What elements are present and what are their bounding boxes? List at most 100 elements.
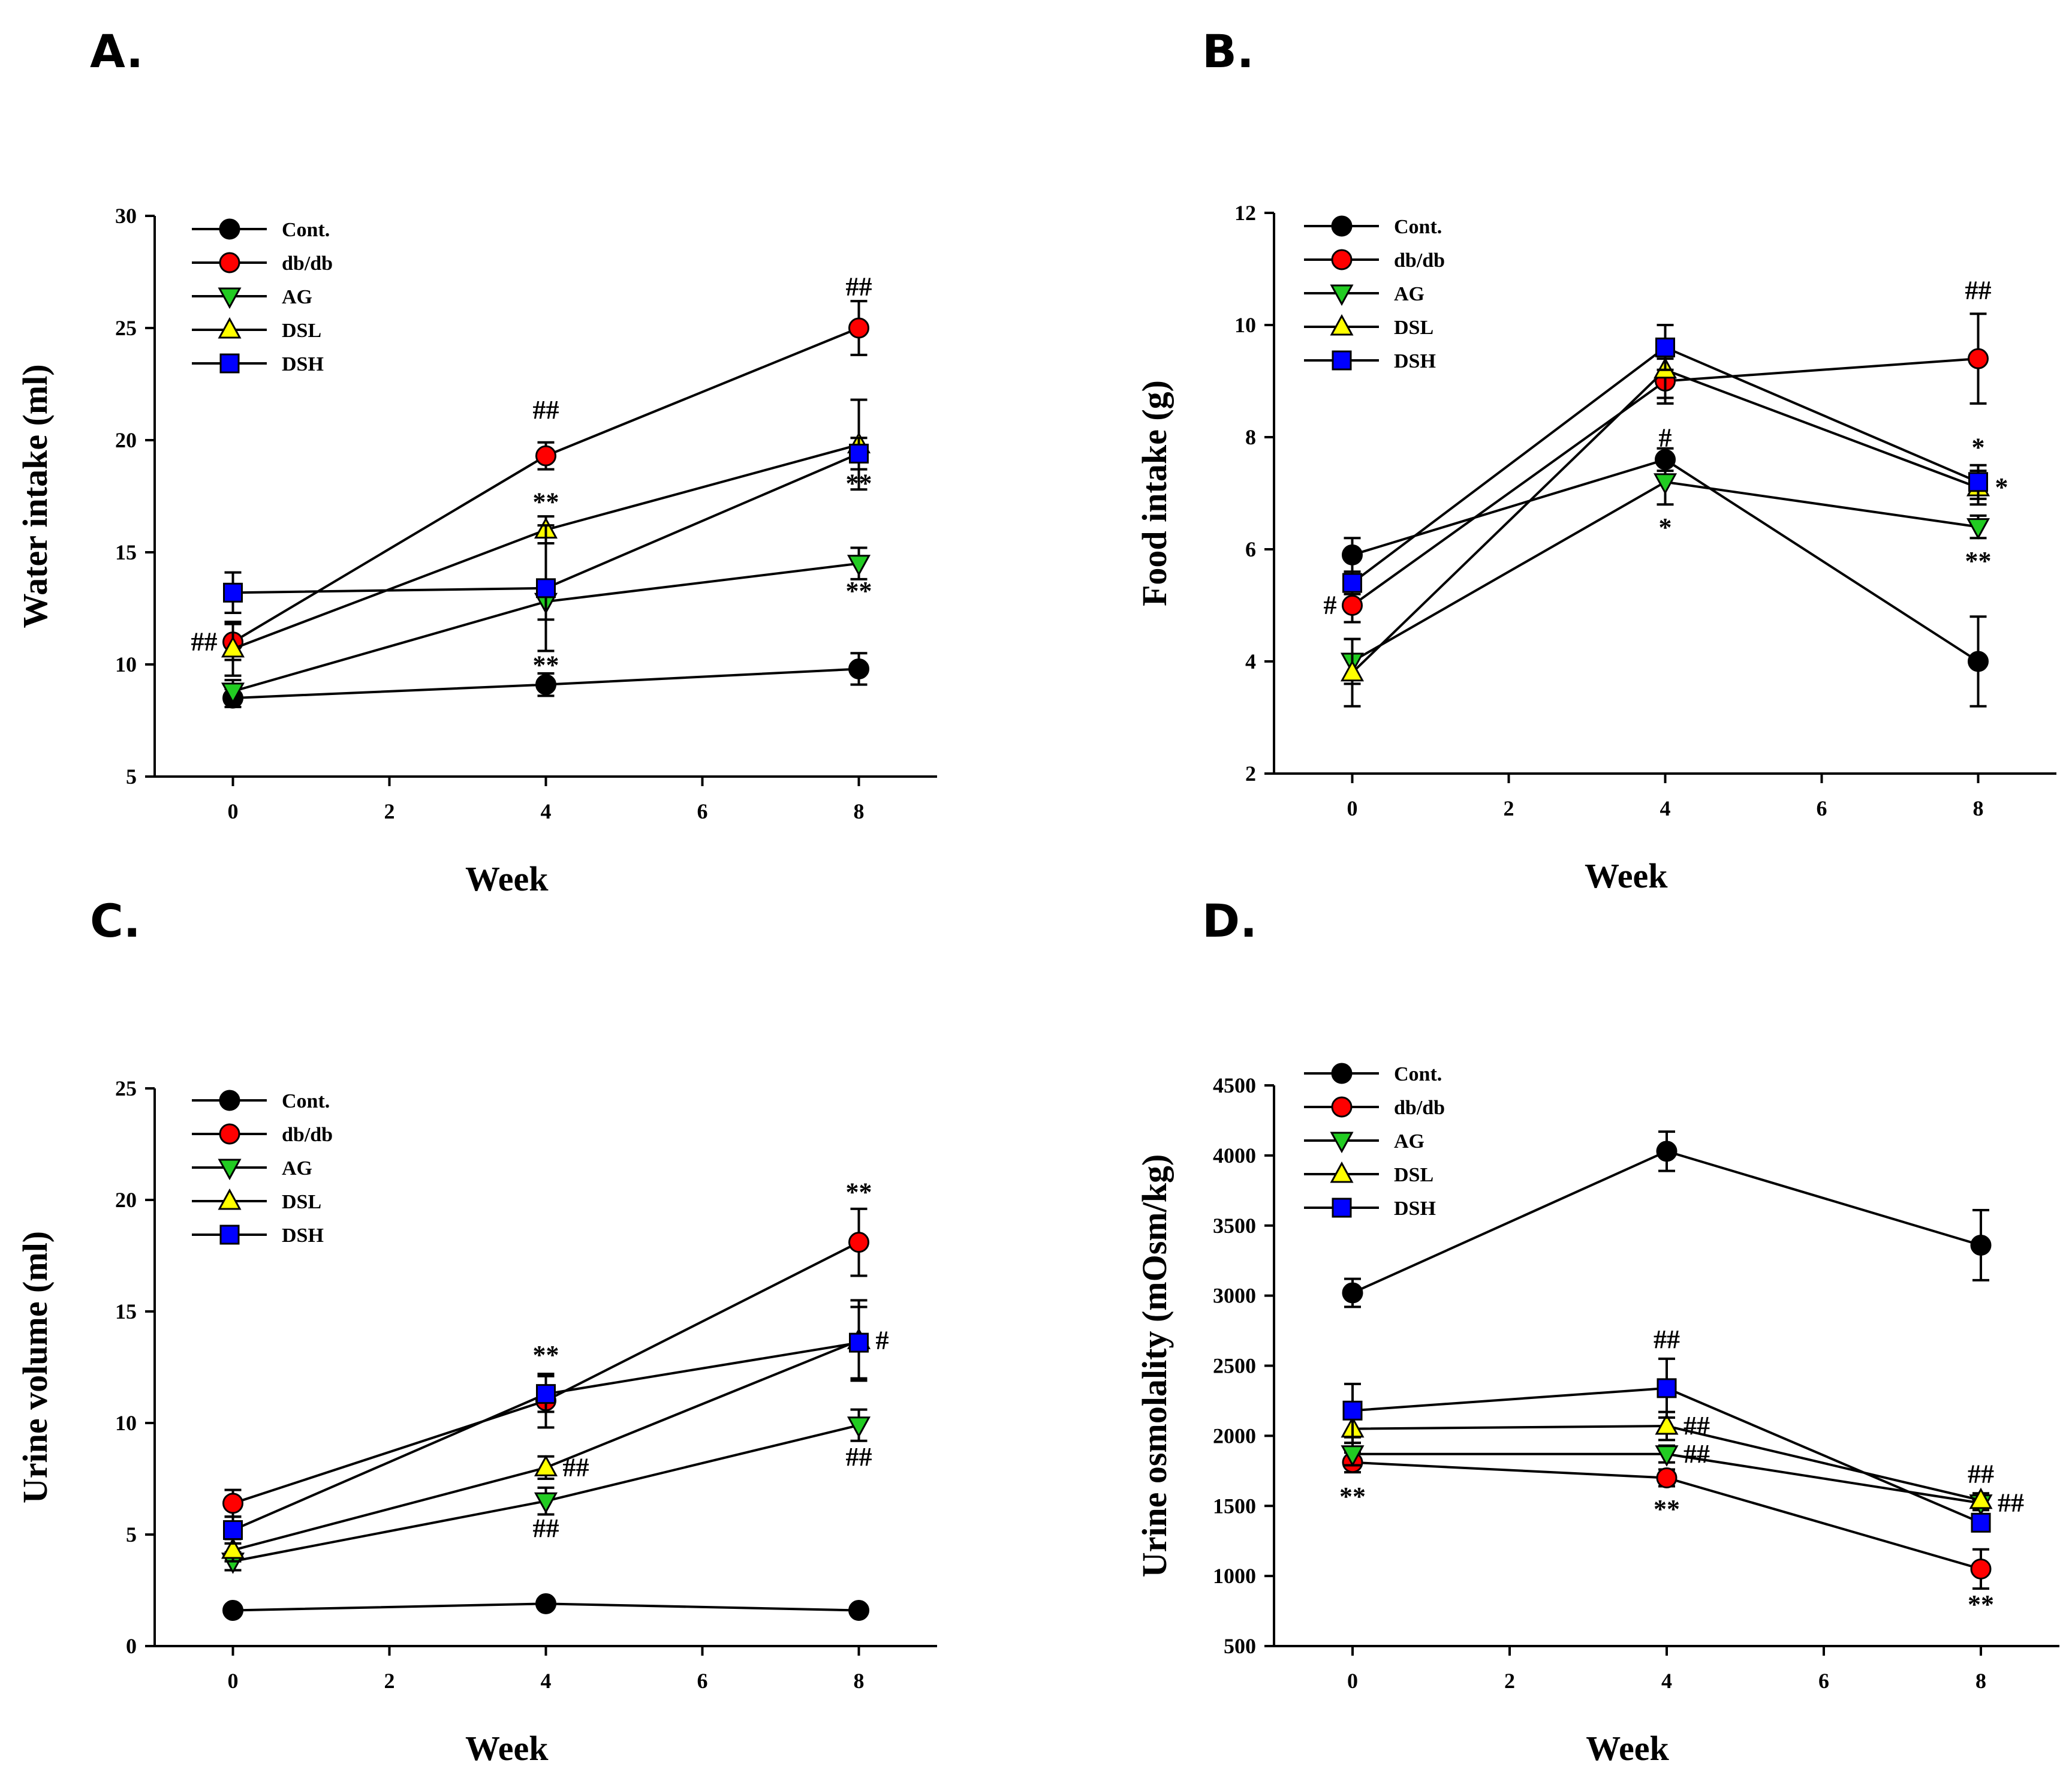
y-tick-label: 10 <box>115 652 137 676</box>
significance-label: * <box>1972 432 1985 462</box>
series-line <box>1351 480 1978 663</box>
y-tick-label: 3000 <box>1213 1284 1256 1308</box>
x-tick-label: 2 <box>384 799 395 823</box>
x-tick-label: 2 <box>1504 1669 1515 1693</box>
data-point <box>534 1455 558 1476</box>
legend-label: DSL <box>1394 1164 1433 1186</box>
data-point <box>847 555 871 576</box>
y-tick-label: 15 <box>115 1299 137 1323</box>
y-tick-label: 30 <box>115 204 137 228</box>
legend-marker <box>1332 350 1352 371</box>
y-tick-label: 2500 <box>1213 1354 1256 1378</box>
data-point <box>848 317 869 339</box>
y-tick-label: 25 <box>115 1076 137 1100</box>
legend-marker <box>218 1188 242 1210</box>
y-axis-label: Urine volume (ml) <box>16 1231 55 1503</box>
legend-label: db/db <box>282 1124 333 1146</box>
legend-label: db/db <box>1394 249 1445 272</box>
significance-label: ** <box>533 650 559 679</box>
legend-label: Cont. <box>1394 216 1442 238</box>
legend: Cont. db/db AG DSL DSH <box>192 1090 333 1247</box>
legend-label: db/db <box>282 252 333 275</box>
x-tick-label: 0 <box>228 1669 239 1693</box>
panel-letter: A. <box>90 25 143 78</box>
x-tick-label: 4 <box>1660 796 1671 820</box>
legend-marker <box>219 252 240 273</box>
legend-label: DSL <box>1394 317 1433 339</box>
data-point <box>1657 1378 1677 1398</box>
legend-label: AG <box>282 286 312 308</box>
y-tick-label: 25 <box>115 316 137 340</box>
series-dsh <box>1342 1357 1991 1533</box>
data-point <box>535 1593 556 1614</box>
legend-marker <box>1332 1198 1352 1218</box>
y-tick-label: 10 <box>1234 313 1256 337</box>
data-point <box>1969 1487 1993 1509</box>
significance-label: ## <box>533 395 559 425</box>
data-point <box>1340 660 1365 682</box>
legend-marker <box>1331 249 1353 270</box>
data-point <box>222 1493 243 1514</box>
significance-label: ## <box>1968 1460 1994 1489</box>
significance-label: ** <box>533 487 559 516</box>
data-point <box>848 1599 869 1621</box>
series-dsh <box>1342 324 1988 595</box>
y-tick-label: 4000 <box>1213 1144 1256 1168</box>
data-point <box>1655 337 1675 357</box>
series-ag <box>1340 458 1990 685</box>
significance-label: ** <box>1654 1494 1680 1524</box>
significance-label: # <box>1659 423 1672 452</box>
data-point <box>1970 1558 1992 1580</box>
significance-label: * <box>1659 513 1672 542</box>
legend-marker <box>218 287 242 309</box>
significance-label: * <box>1995 473 2008 502</box>
legend-label: Cont. <box>282 219 330 241</box>
data-point <box>849 1332 869 1353</box>
legend: Cont. db/db AG DSL DSH <box>192 218 333 375</box>
y-tick-label: 8 <box>1245 425 1256 449</box>
legend: Cont. db/db AG DSL DSH <box>1304 1063 1445 1220</box>
y-tick-label: 20 <box>115 1188 137 1212</box>
significance-label: ** <box>1965 546 1992 576</box>
series-cont <box>1342 1130 1992 1308</box>
x-tick-label: 2 <box>1504 796 1514 820</box>
significance-label: # <box>1324 591 1337 620</box>
legend-marker <box>219 1123 240 1145</box>
data-point <box>221 682 245 704</box>
y-tick-label: 4 <box>1245 649 1256 673</box>
significance-label: # <box>876 1325 889 1355</box>
x-tick-label: 0 <box>228 799 239 823</box>
significance-label: ** <box>533 1340 559 1370</box>
data-point <box>535 445 556 467</box>
panel-letter: D. <box>1202 894 1257 947</box>
data-point <box>1341 1445 1365 1467</box>
x-axis-label: Week <box>465 859 549 898</box>
legend-marker <box>218 1159 242 1181</box>
significance-label: ** <box>846 468 872 498</box>
panel-letter: C. <box>90 894 141 947</box>
significance-label: ## <box>846 272 872 301</box>
legend-label: DSL <box>282 320 321 342</box>
y-tick-label: 5 <box>126 1523 137 1547</box>
legend-label: AG <box>282 1157 312 1180</box>
data-point <box>222 1599 243 1621</box>
data-point <box>221 636 245 658</box>
panel-letter: B. <box>1202 25 1254 78</box>
legend-marker <box>1330 314 1354 336</box>
data-point <box>1971 1512 1991 1533</box>
data-point <box>1342 595 1363 616</box>
data-point <box>847 1416 871 1438</box>
x-tick-label: 2 <box>384 1669 395 1693</box>
y-tick-label: 1000 <box>1213 1564 1256 1588</box>
data-point <box>1655 1413 1679 1435</box>
legend-marker <box>219 1225 240 1245</box>
data-point <box>848 658 869 679</box>
legend-label: DSH <box>1394 1198 1436 1220</box>
significance-label: ## <box>191 627 218 657</box>
data-point <box>536 1384 556 1404</box>
legend-label: AG <box>1394 1130 1425 1153</box>
data-point <box>1653 473 1678 495</box>
x-tick-label: 4 <box>1661 1669 1672 1693</box>
